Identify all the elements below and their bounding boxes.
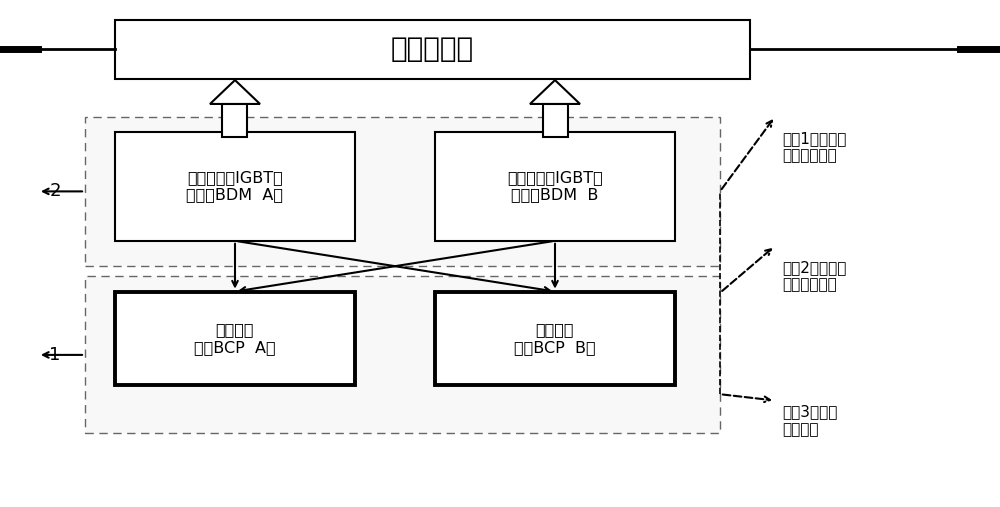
Text: 控制保护
装置BCP  A套: 控制保护 装置BCP A套 (194, 322, 276, 354)
Bar (85, 276, 720, 433)
Text: 直流断路器: 直流断路器 (391, 35, 474, 63)
Text: 1: 1 (49, 346, 61, 364)
Bar (85, 117, 720, 266)
Bar (115, 292, 355, 385)
Bar (115, 20, 750, 79)
Bar (542, 104, 568, 137)
Text: 功能2：直流断
路器本体保护: 功能2：直流断 路器本体保护 (782, 260, 846, 293)
Polygon shape (530, 80, 580, 104)
Bar (435, 132, 675, 241)
Bar (435, 292, 675, 385)
Text: 控制保护
装置BCP  B套: 控制保护 装置BCP B套 (514, 322, 596, 354)
Text: 直流断路器IGBT接
口装置BDM  A套: 直流断路器IGBT接 口装置BDM A套 (186, 170, 284, 202)
Text: 功能3：直流
线路保护: 功能3：直流 线路保护 (782, 405, 837, 437)
Text: 功能1：直流断
路器本体控制: 功能1：直流断 路器本体控制 (782, 131, 846, 163)
Bar (115, 132, 355, 241)
Text: 2: 2 (49, 182, 61, 200)
Bar (222, 104, 247, 137)
Text: 直流断路器IGBT接
口装置BDM  B: 直流断路器IGBT接 口装置BDM B (507, 170, 603, 202)
Polygon shape (210, 80, 260, 104)
